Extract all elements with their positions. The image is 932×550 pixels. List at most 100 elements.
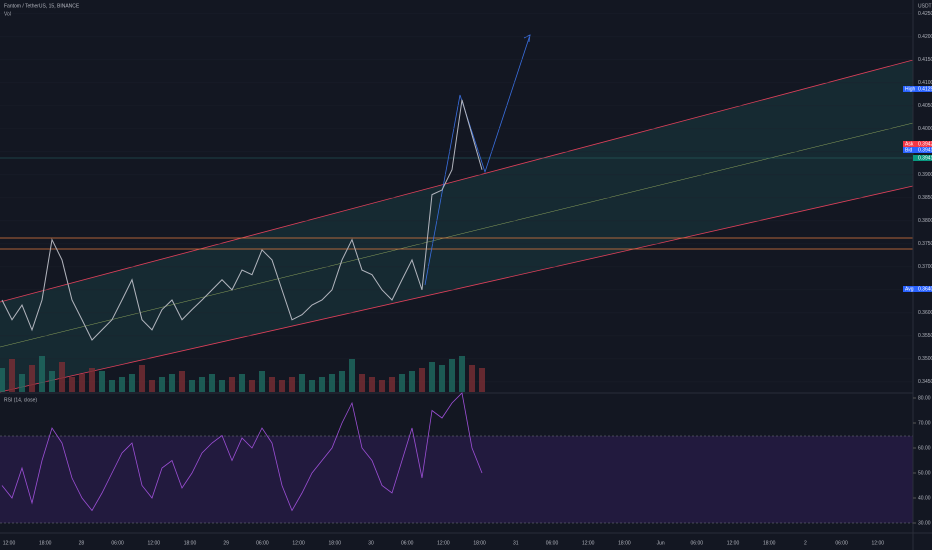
- volume-bar: [329, 374, 335, 392]
- marker-name: Avg: [905, 286, 914, 292]
- x-tick-label: 18:00: [618, 540, 631, 546]
- y-tick-label: 0.3700: [918, 264, 932, 270]
- y-tick-label: 0.4250: [918, 11, 932, 17]
- volume-bar: [179, 371, 185, 392]
- volume-bar: [129, 374, 135, 392]
- volume-bar: [359, 374, 365, 392]
- volume-bar: [459, 356, 465, 392]
- marker-value: 0.3640: [918, 286, 932, 292]
- volume-bar: [199, 377, 205, 392]
- volume-bar: [269, 377, 275, 392]
- x-tick-label: 06:00: [546, 540, 559, 546]
- y-tick-label: 0.3750: [918, 241, 932, 247]
- volume-bar: [49, 371, 55, 392]
- symbol-title: Fantom / TetherUS, 15, BINANCE: [4, 3, 80, 9]
- rsi-tick-label: 50.00: [918, 470, 931, 476]
- volume-bar: [429, 362, 435, 392]
- last-price-box: [913, 155, 932, 161]
- volume-bar: [139, 365, 145, 392]
- volume-bar: [339, 371, 345, 392]
- volume-bar: [149, 380, 155, 392]
- x-tick-label: Jun: [657, 540, 665, 546]
- volume-bar: [99, 371, 105, 392]
- rsi-tick-label: 30.00: [918, 520, 931, 526]
- price-line: [1, 99, 483, 341]
- x-tick-label: 12:00: [437, 540, 450, 546]
- y-tick-label: 0.4050: [918, 103, 932, 109]
- volume-bar: [349, 359, 355, 392]
- x-tick-label: 29: [223, 540, 229, 546]
- y-tick-label: 0.3850: [918, 195, 932, 201]
- volume-bar: [469, 365, 475, 392]
- x-tick-label: 28: [79, 540, 85, 546]
- y-tick-label: 0.3550: [918, 333, 932, 339]
- x-tick-label: 06:00: [401, 540, 414, 546]
- volume-bar: [399, 374, 405, 392]
- volume-bar: [239, 374, 245, 392]
- x-tick-label: 06:00: [691, 540, 704, 546]
- y-tick-label: 0.3800: [918, 218, 932, 224]
- y-tick-label: 0.3600: [918, 310, 932, 316]
- channel-bottom: [0, 185, 914, 393]
- rsi-line: [1, 392, 483, 512]
- volume-bar: [169, 374, 175, 392]
- marker-name: Ask: [905, 141, 914, 147]
- volume-bar: [419, 368, 425, 392]
- volume-bar: [119, 377, 125, 392]
- y-tick-label: 0.4000: [918, 126, 932, 132]
- volume-bar: [369, 377, 375, 392]
- volume-bar: [479, 368, 485, 392]
- x-tick-label: 06:00: [835, 540, 848, 546]
- x-tick-label: 12:00: [582, 540, 595, 546]
- x-tick-label: 2: [804, 540, 807, 546]
- y-tick-label: 0.3450: [918, 379, 932, 385]
- rsi-tick-label: 70.00: [918, 420, 931, 426]
- volume-bar: [449, 359, 455, 392]
- volume-bar: [159, 377, 165, 392]
- marker-box: [903, 141, 932, 147]
- volume-bar: [389, 377, 395, 392]
- x-tick-label: 06:00: [256, 540, 269, 546]
- x-tick-label: 18:00: [184, 540, 197, 546]
- y-tick-label: 0.4200: [918, 34, 932, 40]
- marker-value: 0.4125: [918, 86, 932, 92]
- marker-name: Bid: [905, 147, 912, 153]
- y-tick-label: 0.3500: [918, 356, 932, 362]
- volume-bar: [309, 380, 315, 392]
- volume-bar: [59, 362, 65, 392]
- volume-bar: [379, 380, 385, 392]
- x-tick-label: 12:00: [292, 540, 305, 546]
- volume-bar: [209, 374, 215, 392]
- marker-box: [903, 286, 932, 292]
- volume-bar: [9, 359, 15, 392]
- x-tick-label: 18:00: [39, 540, 52, 546]
- rsi-tick-label: 60.00: [918, 445, 931, 451]
- marker-name: High: [905, 86, 916, 92]
- volume-bar: [39, 356, 45, 392]
- channel-mid: [0, 122, 914, 348]
- y-tick-label: 0.3900: [918, 172, 932, 178]
- indicator-label: Vol: [4, 11, 11, 17]
- volume-bar: [409, 371, 415, 392]
- marker-value: 0.3941: [918, 147, 932, 153]
- volume-bar: [19, 374, 25, 392]
- volume-bar: [89, 368, 95, 392]
- volume-bar: [439, 365, 445, 392]
- volume-bar: [319, 377, 325, 392]
- marker-value: 0.3942: [918, 141, 932, 147]
- marker-box: [903, 147, 932, 153]
- rsi-title: RSI (14, close): [4, 397, 37, 403]
- volume-bar: [229, 377, 235, 392]
- y-tick-label: 0.4100: [918, 80, 932, 86]
- rsi-band: [0, 436, 913, 523]
- x-tick-label: 12:00: [727, 540, 740, 546]
- volume-bar: [109, 380, 115, 392]
- volume-bar: [189, 380, 195, 392]
- volume-bar: [249, 380, 255, 392]
- last-price: 0.3941: [918, 155, 932, 161]
- volume-bar: [79, 374, 85, 392]
- channel-top: [0, 59, 914, 303]
- x-tick-label: 06:00: [111, 540, 124, 546]
